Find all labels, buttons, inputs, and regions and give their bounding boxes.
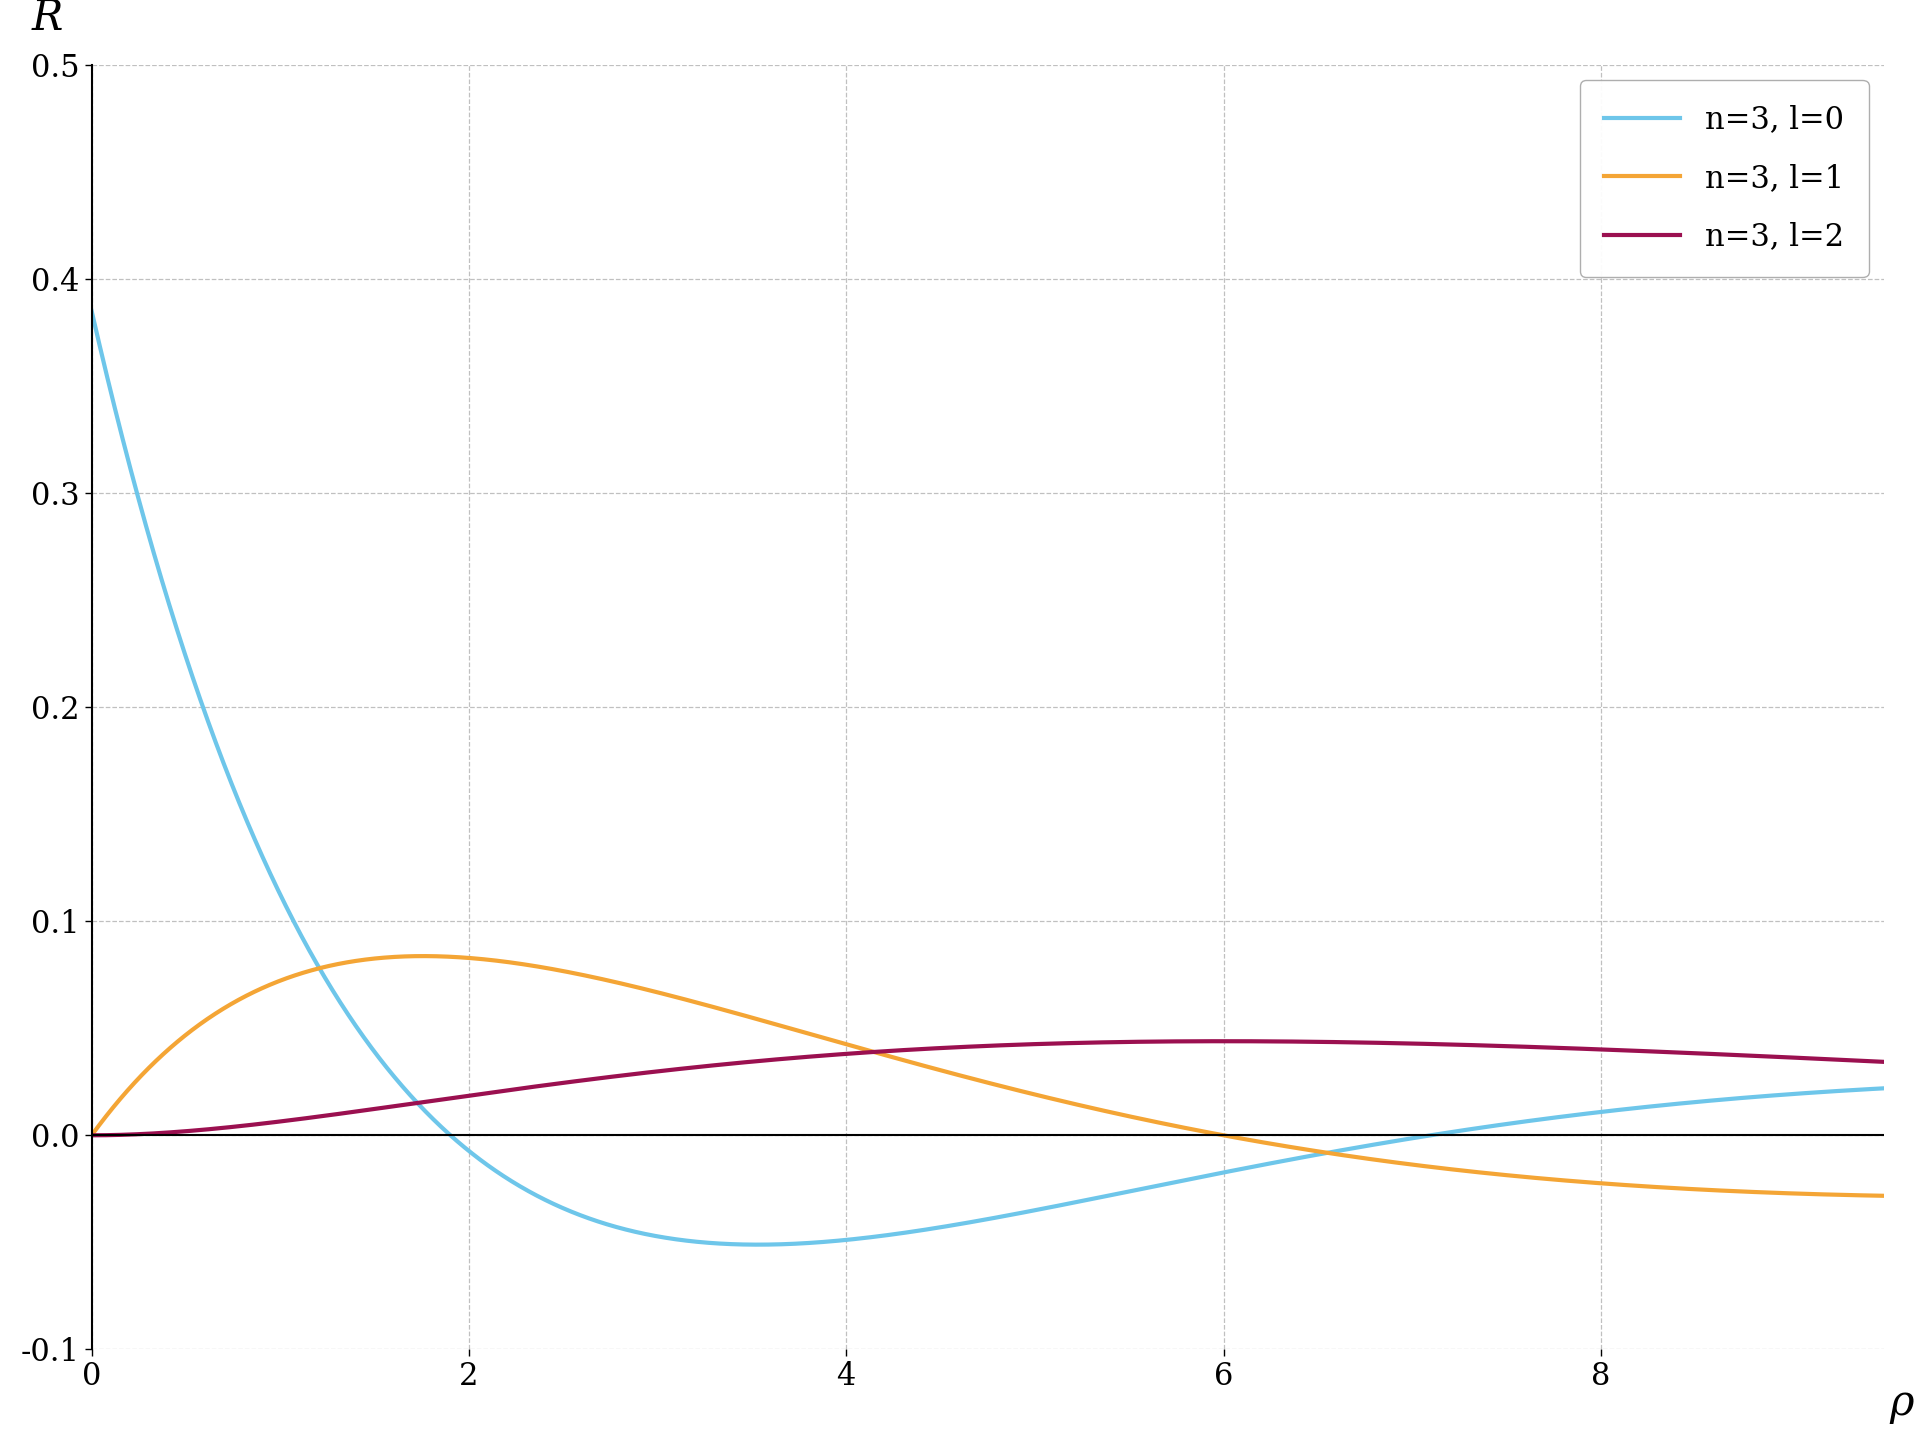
Y-axis label: R: R [31, 0, 63, 39]
n=3, l=0 [284, 917, 307, 935]
n=3, l=2 [81, 1126, 104, 1143]
Line: n=3, l=1: n=3, l=1 [92, 956, 1884, 1195]
n=3, l=2 [392, 1096, 415, 1113]
n=3, l=1 [411, 948, 434, 965]
X-axis label: ρ: ρ [1889, 1381, 1914, 1424]
n=3, l=0 [845, 1230, 868, 1247]
n=3, l=0 [1837, 1081, 1860, 1099]
n=3, l=1 [768, 1017, 791, 1034]
n=3, l=1 [284, 966, 307, 984]
n=3, l=0 [392, 1077, 415, 1094]
n=3, l=2 [1837, 1051, 1860, 1068]
n=3, l=2 [1645, 1043, 1668, 1060]
n=3, l=1 [392, 948, 415, 965]
n=3, l=2 [768, 1051, 791, 1068]
Line: n=3, l=0: n=3, l=0 [92, 311, 1884, 1244]
n=3, l=1 [81, 1126, 104, 1143]
Legend: n=3, l=0, n=3, l=1, n=3, l=2: n=3, l=0, n=3, l=1, n=3, l=2 [1580, 79, 1868, 276]
Line: n=3, l=2: n=3, l=2 [92, 1041, 1884, 1135]
n=3, l=0 [1872, 1080, 1895, 1097]
n=3, l=1 [1872, 1187, 1895, 1204]
n=3, l=2 [284, 1110, 307, 1128]
n=3, l=1 [1837, 1187, 1860, 1204]
n=3, l=0 [768, 1236, 791, 1253]
n=3, l=0 [1645, 1097, 1668, 1115]
n=3, l=0 [81, 302, 104, 320]
n=3, l=2 [1212, 1032, 1235, 1050]
n=3, l=1 [1645, 1178, 1668, 1195]
n=3, l=0 [747, 1236, 770, 1253]
n=3, l=2 [1872, 1053, 1895, 1070]
n=3, l=1 [845, 1038, 868, 1056]
n=3, l=2 [845, 1044, 868, 1061]
